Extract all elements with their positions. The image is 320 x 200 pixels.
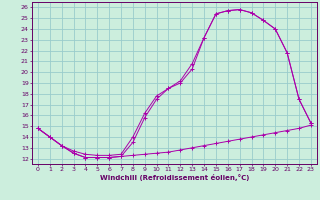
X-axis label: Windchill (Refroidissement éolien,°C): Windchill (Refroidissement éolien,°C) (100, 174, 249, 181)
